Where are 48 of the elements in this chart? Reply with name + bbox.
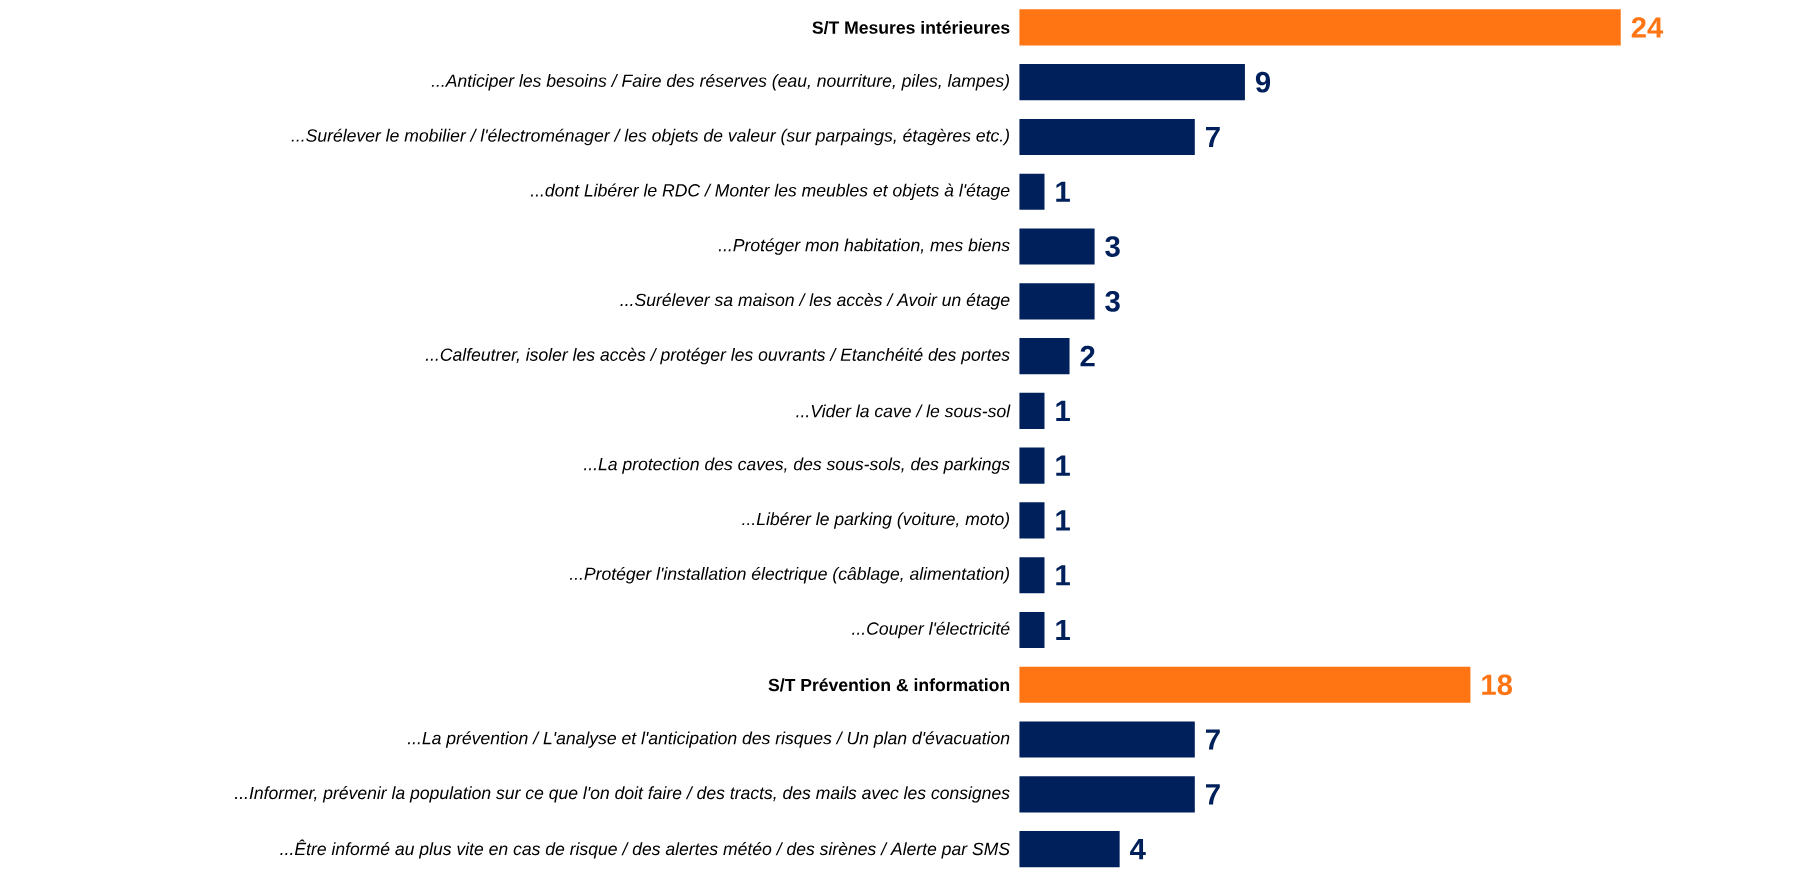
data-label: 9 xyxy=(1255,71,1271,93)
bar xyxy=(1019,666,1471,703)
bar xyxy=(1019,830,1120,867)
data-label: 1 xyxy=(1056,400,1070,421)
bar xyxy=(1019,611,1045,648)
y-tick-label: ...Protéger l'installation électrique (câblage, alimentation) xyxy=(569,566,1009,584)
bar xyxy=(1019,118,1195,155)
data-label: 7 xyxy=(1206,126,1220,147)
bar xyxy=(1019,63,1245,101)
y-tick-label: S/T Mesures intérieures xyxy=(812,20,1010,34)
data-label: 3 xyxy=(1105,235,1120,257)
y-tick-label: ...La protection des caves, des sous-sols, des parkings xyxy=(584,457,1010,474)
y-tick-label: ...Calfeutrer, isoler les accès / protéger les ouvrants / Etanchéité des portes xyxy=(425,347,1010,365)
data-label: 1 xyxy=(1056,619,1070,640)
y-tick-label: ...Surélever sa maison / les accès / Avoir un étage xyxy=(620,292,1010,310)
y-tick-label: ...Anticiper les besoins / Faire des réserves (eau, nourriture, piles, lampes) xyxy=(431,73,1009,91)
y-tick-label: ...Libérer le parking (voiture, moto) xyxy=(742,511,1010,529)
bar xyxy=(1019,9,1621,46)
bar xyxy=(1019,173,1045,210)
y-tick-label: ...La prévention / L'analyse et l'anticipation des risques / Un plan d'évacuation xyxy=(407,731,1010,748)
bar xyxy=(1019,392,1045,429)
bar xyxy=(1019,556,1045,594)
y-tick-label: ...Surélever le mobilier / l'électroménager / les objets de valeur (sur parpaings, étagères etc.) xyxy=(291,128,1009,146)
data-label: 7 xyxy=(1206,784,1220,805)
bar xyxy=(1019,502,1045,539)
data-label: 24 xyxy=(1631,16,1664,38)
data-label: 2 xyxy=(1080,345,1095,367)
bar xyxy=(1019,282,1095,320)
y-tick-label: S/T Prévention & information xyxy=(768,677,1010,692)
y-tick-label: ...Couper l'électricité xyxy=(852,621,1010,639)
data-label: 7 xyxy=(1206,729,1220,750)
data-label: 1 xyxy=(1056,455,1070,476)
y-tick-label: ...Protéger mon habitation, mes biens xyxy=(718,238,1010,255)
bar xyxy=(1019,447,1045,484)
data-label: 1 xyxy=(1056,181,1070,202)
bar xyxy=(1019,776,1195,813)
bar xyxy=(1019,337,1070,374)
y-tick-label: ...Être informé au plus vite en cas de risque / des alertes météo / des sirènes / Alerte par SMS xyxy=(280,839,1010,859)
y-tick-label: ...Vider la cave / le sous-sol xyxy=(796,404,1011,418)
data-label: 1 xyxy=(1056,510,1070,531)
bar xyxy=(1019,721,1195,758)
data-label: 18 xyxy=(1482,674,1513,695)
data-label: 3 xyxy=(1105,290,1120,312)
data-label: 1 xyxy=(1056,564,1070,586)
data-label: 4 xyxy=(1130,838,1146,859)
bar xyxy=(1019,228,1095,265)
y-tick-label: ...dont Libérer le RDC / Monter les meubles et objets à l'étage xyxy=(530,183,1010,200)
y-tick-label: ...Informer, prévenir la population sur ce que l'on doit faire / des tracts, des mails avec les consignes xyxy=(235,785,1010,803)
